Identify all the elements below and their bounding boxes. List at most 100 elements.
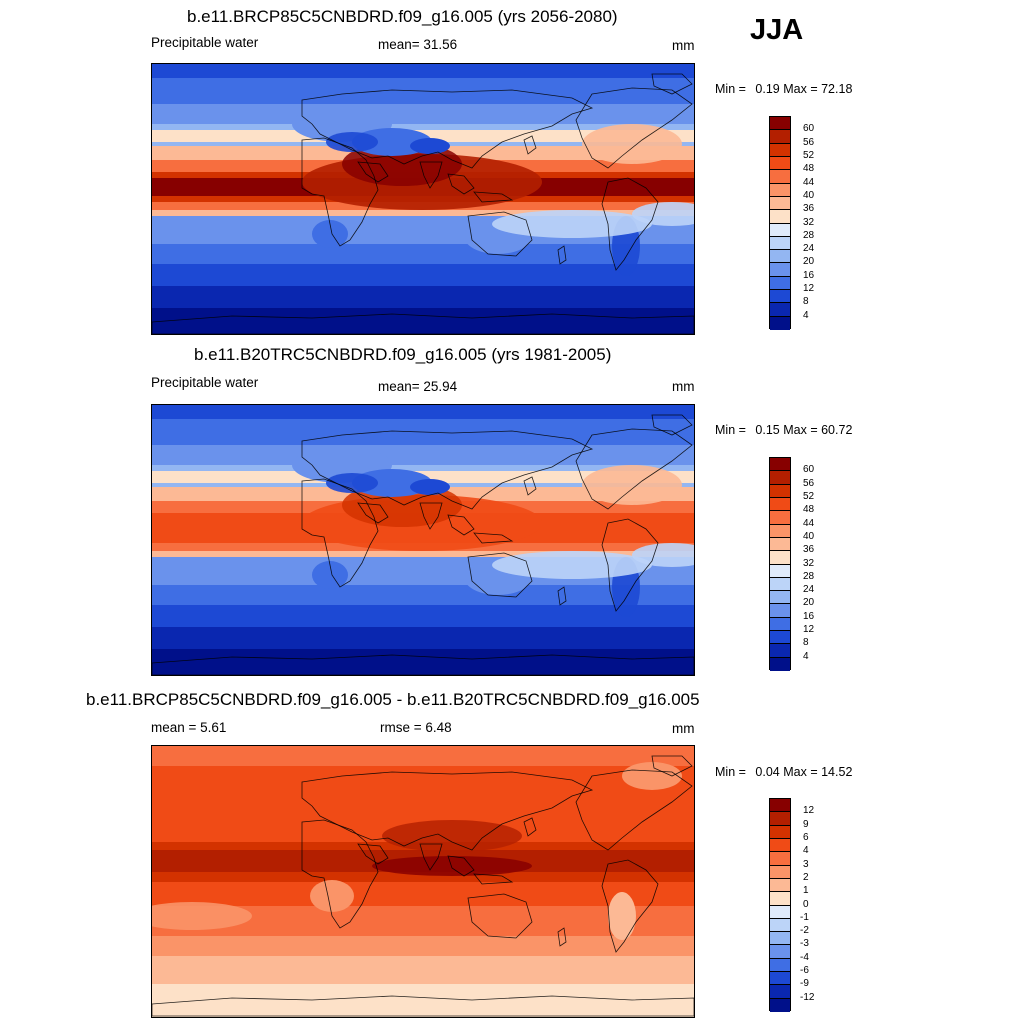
map-field-historical xyxy=(152,405,694,675)
colorbar-tick-label: -3 xyxy=(800,938,809,950)
colorbar-swatch xyxy=(770,932,790,946)
colorbar-tick-label: 9 xyxy=(803,818,809,830)
colorbar-tick-label: 4 xyxy=(803,309,809,321)
colorbar-swatch xyxy=(770,577,790,592)
colorbar-swatch xyxy=(770,316,790,330)
colorbar-swatch xyxy=(770,511,790,525)
colorbar-tick-label: 44 xyxy=(803,517,815,529)
panel-title: b.e11.BRCP85C5CNBDRD.f09_g16.005 - b.e11… xyxy=(86,690,700,709)
colorbar-tick-label: -1 xyxy=(800,911,809,923)
colorbar-swatch xyxy=(770,458,790,472)
colorbar-tick-label: -4 xyxy=(800,951,809,963)
colorbar-swatch xyxy=(770,170,790,184)
min-label: Min = xyxy=(715,82,746,96)
colorbar-tick-label: 12 xyxy=(803,283,815,295)
max-value: 14.52 xyxy=(821,765,853,779)
panel-title: b.e11.BRCP85C5CNBDRD.f09_g16.005 (yrs 20… xyxy=(187,7,618,26)
min-max-readout: Min = 0.19 Max = 72.18 xyxy=(715,82,852,96)
colorbar xyxy=(769,116,791,330)
min-value: 0.19 xyxy=(755,82,780,96)
colorbar-swatch xyxy=(770,799,790,813)
rmse-label: rmse = 6.48 xyxy=(380,720,452,735)
colorbar-swatch xyxy=(770,303,790,317)
world-map xyxy=(151,745,695,1018)
colorbar-swatch xyxy=(770,812,790,826)
colorbar-tick-label: 2 xyxy=(803,871,809,883)
colorbar-tick-label: 40 xyxy=(803,530,815,542)
map-field-projected xyxy=(152,64,694,334)
mean-label: mean = 5.61 xyxy=(151,720,227,735)
min-max-readout: Min = 0.04 Max = 14.52 xyxy=(715,765,852,779)
colorbar-swatch xyxy=(770,825,790,839)
colorbar-tick-label: 32 xyxy=(803,557,815,569)
colorbar-tick-label: 4 xyxy=(803,650,809,662)
colorbar-swatch xyxy=(770,263,790,277)
colorbar-swatch xyxy=(770,484,790,498)
colorbar-swatch xyxy=(770,130,790,144)
colorbar-tick-label: -6 xyxy=(800,965,809,977)
world-map xyxy=(151,63,695,335)
colorbar-tick-label: 48 xyxy=(803,504,815,516)
colorbar-tick-label: 44 xyxy=(803,176,815,188)
colorbar-tick-label: 0 xyxy=(803,898,809,910)
colorbar-swatch xyxy=(770,998,790,1012)
colorbar-swatch xyxy=(770,972,790,986)
colorbar-tick-label: 20 xyxy=(803,256,815,268)
colorbar-swatch xyxy=(770,196,790,211)
colorbar-swatch xyxy=(770,905,790,919)
colorbar-tick-label: -9 xyxy=(800,978,809,990)
colorbar-tick-label: 16 xyxy=(803,610,815,622)
colorbar-swatch xyxy=(770,878,790,893)
colorbar-swatch xyxy=(770,958,790,973)
colorbar-swatch xyxy=(770,604,790,618)
units-label: mm xyxy=(672,379,695,394)
colorbar-tick-label: 40 xyxy=(803,189,815,201)
max-label: Max = xyxy=(783,765,818,779)
mean-label: mean= 31.56 xyxy=(378,37,458,52)
colorbar-tick-label: 3 xyxy=(803,858,809,870)
max-value: 72.18 xyxy=(821,82,853,96)
colorbar-swatch xyxy=(770,985,790,999)
min-max-readout: Min = 0.15 Max = 60.72 xyxy=(715,423,852,437)
colorbar-tick-label: 60 xyxy=(803,464,815,476)
colorbar-swatch xyxy=(770,892,790,906)
colorbar-tick-label: 28 xyxy=(803,570,815,582)
max-label: Max = xyxy=(783,82,818,96)
colorbar-tick-label: 8 xyxy=(803,637,809,649)
colorbar-swatch xyxy=(770,918,790,933)
colorbar-swatch xyxy=(770,865,790,879)
max-label: Max = xyxy=(783,423,818,437)
colorbar-swatch xyxy=(770,524,790,538)
colorbar-swatch xyxy=(770,117,790,131)
colorbar-swatch xyxy=(770,852,790,866)
colorbar-tick-label: 12 xyxy=(803,805,815,817)
variable-label: Precipitable water xyxy=(151,375,259,390)
colorbar-tick-label: 6 xyxy=(803,831,809,843)
colorbar-swatch xyxy=(770,657,790,671)
colorbar-tick-label: 32 xyxy=(803,216,815,228)
world-map xyxy=(151,404,695,676)
colorbar-swatch xyxy=(770,236,790,251)
min-value: 0.04 xyxy=(755,765,780,779)
colorbar-tick-label: 1 xyxy=(803,885,809,897)
colorbar-swatch xyxy=(770,143,790,157)
colorbar-swatch xyxy=(770,564,790,578)
colorbar-tick-label: -2 xyxy=(800,925,809,937)
season-label: JJA xyxy=(750,14,804,46)
colorbar-tick-label: 52 xyxy=(803,490,815,502)
colorbar-swatch xyxy=(770,644,790,658)
colorbar-tick-label: 56 xyxy=(803,136,815,148)
colorbar-tick-label: 52 xyxy=(803,149,815,161)
colorbar-tick-label: 16 xyxy=(803,269,815,281)
colorbar-tick-label: 12 xyxy=(803,624,815,636)
colorbar-tick-label: 24 xyxy=(803,243,815,255)
colorbar-swatch xyxy=(770,156,790,171)
colorbar-tick-label: 24 xyxy=(803,584,815,596)
colorbar-swatch xyxy=(770,617,790,632)
map-field-difference xyxy=(152,746,694,1017)
min-label: Min = xyxy=(715,423,746,437)
units-label: mm xyxy=(672,38,695,53)
colorbar-swatch xyxy=(770,250,790,264)
colorbar-swatch xyxy=(770,471,790,485)
colorbar-swatch xyxy=(770,551,790,565)
